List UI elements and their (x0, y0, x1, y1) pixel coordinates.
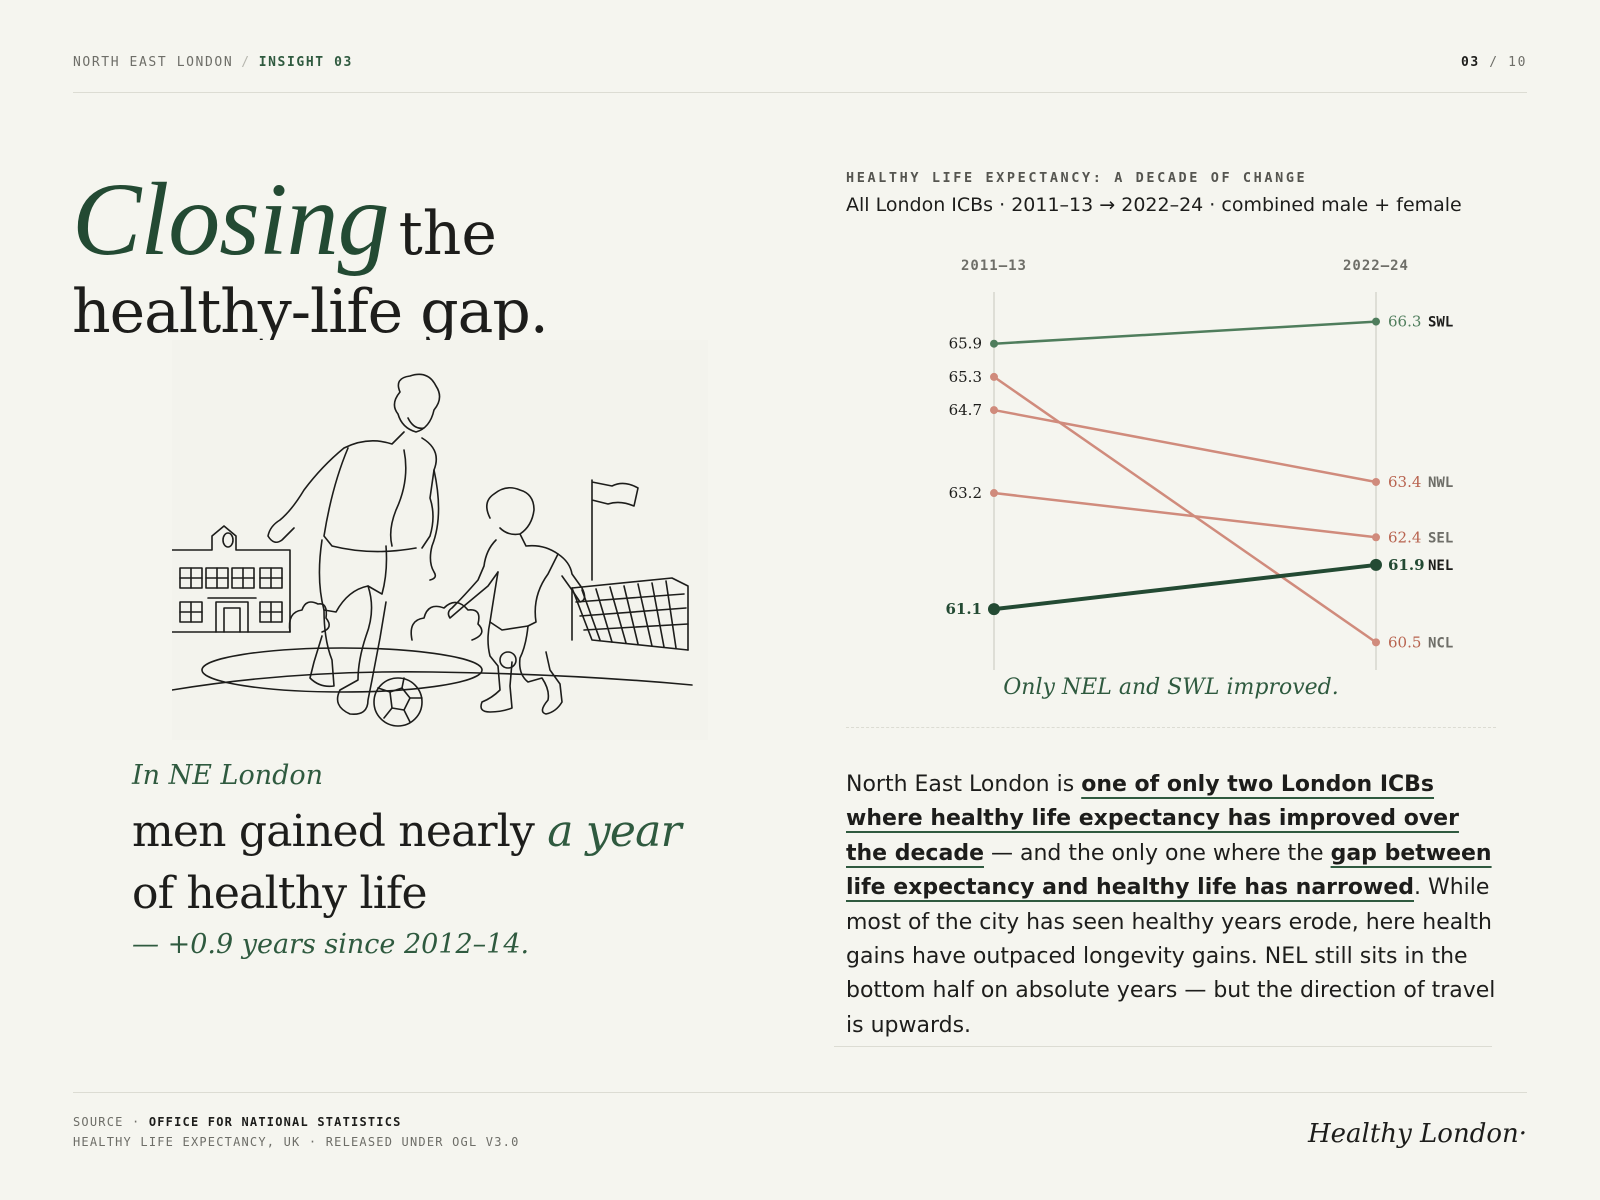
breadcrumb: NORTH EAST LONDON / INSIGHT 03 (73, 55, 353, 70)
data-point (990, 406, 998, 415)
page-separator: / (1479, 55, 1509, 70)
x-tick-label: 2022–24 (1343, 258, 1409, 274)
chart-subtitle: All London ICBs · 2011–13 → 2022–24 · co… (846, 194, 1462, 216)
data-point (1370, 558, 1382, 571)
stat-line1: men gained nearly (132, 806, 548, 857)
divider (846, 727, 1496, 728)
breadcrumb-current: INSIGHT 03 (258, 55, 353, 70)
series-line-ncl (993, 375, 1377, 644)
data-label: 62.4 (1388, 528, 1421, 546)
stat-kicker: In NE London (132, 760, 324, 791)
source-line: SOURCE · OFFICE FOR NATIONAL STATISTICS (73, 1115, 402, 1129)
series-name-label: SEL (1428, 530, 1453, 546)
source-name: OFFICE FOR NATIONAL STATISTICS (148, 1115, 402, 1129)
stat-line2: of healthy life (132, 868, 428, 919)
source-label: SOURCE · (73, 1115, 149, 1129)
footer: SOURCE · OFFICE FOR NATIONAL STATISTICS … (73, 1092, 1527, 1173)
data-label: 66.3 (1388, 313, 1421, 331)
chart-annotation-wrap: Only NEL and SWL improved. (846, 675, 1496, 700)
series-line-nel (993, 562, 1377, 612)
data-label: 60.5 (1388, 633, 1421, 651)
data-label: 61.9 (1388, 556, 1425, 574)
series-line-nwl (993, 408, 1377, 484)
data-point (990, 339, 998, 348)
title-word-closing: Closing (72, 162, 390, 277)
para-text-1: North East London is (846, 772, 1082, 797)
slope-chart-svg: 2011–13 2022–24 65.9 66.3 SWL 64.7 63.4 NWL 63.2… (945, 258, 1453, 670)
series-name-label: SWL (1428, 315, 1453, 331)
chart-title: HEALTHY LIFE EXPECTANCY: A DECADE OF CHA… (846, 170, 1308, 186)
page-indicator: 03 / 10 (1461, 55, 1527, 70)
data-point (990, 372, 998, 381)
para-highlight-1: one of only two London ICBs where health… (846, 772, 1459, 866)
brand-logo: Healthy London· (1308, 1119, 1527, 1149)
slope-chart: 2011–13 2022–24 65.9 66.3 SWL 64.7 63.4 NWL 63.2… (846, 250, 1496, 710)
series-name-label: NEL (1428, 558, 1453, 574)
series-name-label: NCL (1428, 635, 1453, 651)
page-current: 03 (1461, 55, 1480, 70)
chart-annotation: Only NEL and SWL improved. (1003, 675, 1339, 700)
page-title: Closing the healthy-life gap. (72, 168, 712, 347)
breadcrumb-section[interactable]: NORTH EAST LONDON (73, 55, 234, 70)
data-point (1372, 477, 1380, 486)
data-point (1372, 317, 1380, 326)
data-label: 61.1 (945, 600, 982, 618)
data-label: 65.9 (949, 335, 982, 353)
stat-main: men gained nearly a year of healthy life (132, 801, 732, 925)
data-label: 65.3 (949, 368, 982, 386)
series-name-label: NWL (1428, 475, 1453, 491)
data-point (1372, 533, 1380, 542)
data-label: 63.4 (1388, 473, 1421, 491)
body-paragraph: North East London is one of only two Lon… (846, 768, 1496, 1043)
series-line-swl (993, 320, 1377, 345)
stat-delta: — +0.9 years since 2012–14. (132, 929, 530, 960)
data-label: 63.2 (949, 484, 982, 502)
data-point (1372, 638, 1380, 647)
breadcrumb-separator: / (241, 55, 251, 70)
para-highlight-2: gap between life expectancy and healthy … (846, 840, 1492, 901)
data-point (988, 603, 1000, 616)
x-tick-label: 2011–13 (961, 258, 1027, 274)
title-word-the: the (398, 199, 497, 269)
para-text-3: . While most of the city has seen health… (846, 875, 1496, 1038)
source-detail: HEALTHY LIFE EXPECTANCY, UK · RELEASED U… (73, 1135, 520, 1149)
para-text-2: — and the only one where the (983, 840, 1331, 866)
divider (834, 1046, 1492, 1047)
key-stat: In NE London men gained nearly a year of… (132, 760, 732, 960)
football-illustration (171, 340, 708, 740)
series-line-sel (993, 491, 1377, 539)
title-line-2: healthy-life gap. (72, 277, 549, 347)
data-point (990, 489, 998, 498)
data-label: 64.7 (949, 401, 982, 419)
top-bar: NORTH EAST LONDON / INSIGHT 03 03 / 10 (73, 52, 1527, 93)
page-total: 10 (1508, 55, 1527, 70)
stat-emphasis: a year (547, 806, 681, 857)
